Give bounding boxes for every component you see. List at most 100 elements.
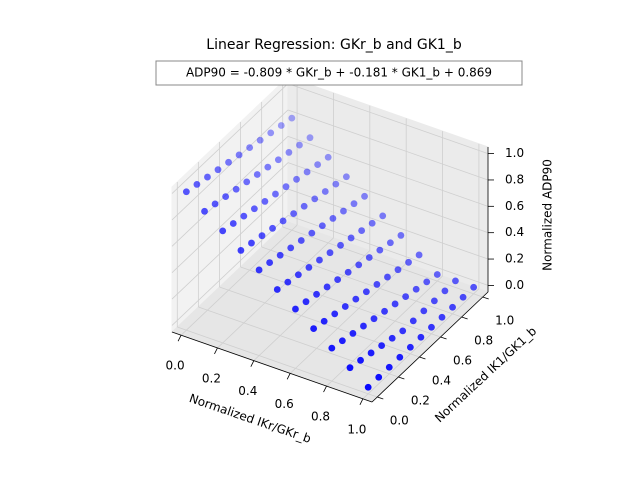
data-point [253,171,261,178]
y-tick [419,356,426,360]
y-tick-label: 0.4 [432,374,451,388]
axis-line [371,291,489,403]
data-point [256,136,264,144]
data-point [274,156,282,164]
annotation-box [155,60,523,86]
data-point [308,229,316,237]
data-point [405,258,412,266]
annotation: ADP90 = -0.809 * GKr_b + -0.181 * GK1_b … [186,66,492,80]
data-point [412,285,420,293]
y-tick-label: 0.8 [474,334,493,348]
data-point [237,247,245,254]
y-tick [377,396,384,400]
data-point [331,310,339,318]
data-point [232,185,240,193]
data-point [310,325,318,332]
data-point [311,195,319,203]
grid-line [289,263,407,374]
data-point [386,239,394,247]
data-point [321,188,329,195]
data-point [306,134,314,142]
x-tick [214,347,218,355]
data-point [360,322,367,330]
data-point [355,261,363,269]
data-point [397,232,405,239]
data-point [340,207,347,215]
z-tick-label: 0.0 [505,278,524,292]
data-point [305,264,313,271]
data-point [182,188,190,196]
data-point [337,241,344,249]
data-point [396,353,404,361]
data-point [235,151,243,159]
data-point [449,303,456,311]
data-point [332,180,340,188]
data-point [341,303,349,310]
data-point [294,271,302,279]
y-tick [482,296,489,300]
grid-line [282,226,483,298]
x-tick [177,335,182,342]
grid-line [240,266,441,338]
data-point [297,237,305,244]
data-point [365,254,373,261]
axes-3d: 0.00.20.40.60.81.00.00.20.40.60.81.00.00… [166,75,524,436]
data-point [225,158,232,166]
data-point [433,271,441,278]
grid-line [287,109,489,181]
data-point [285,149,293,156]
data-point [470,283,478,291]
data-point [358,227,366,234]
data-point [409,317,417,325]
data-point [357,356,364,364]
y-tick [398,376,405,380]
x-tick-label: 0.0 [166,359,185,373]
data-point [264,163,272,171]
data-point [428,323,435,331]
x-tick-label: 0.8 [311,410,330,424]
data-point [441,287,449,295]
data-point [402,293,410,300]
x-tick-label: 0.2 [202,371,221,385]
data-point [376,246,384,254]
data-point [250,205,258,213]
data-point [334,276,342,283]
data-point [267,129,275,137]
data-point [391,300,399,308]
data-point [373,281,381,288]
data-point [381,307,388,315]
z-tick-label: 0.8 [505,172,524,186]
grid-line [177,326,378,398]
data-point [201,207,208,215]
x-tick-label: 0.6 [275,397,294,411]
data-point [240,212,248,220]
data-point [368,219,376,227]
data-point [430,297,438,305]
data-point [388,334,396,342]
data-point [459,293,467,301]
x-tick-label: 0.4 [238,384,257,398]
y-tick-label: 0.0 [390,414,409,428]
data-point [316,256,323,264]
grid-line [171,162,289,273]
grid-line [198,306,399,378]
data-point [258,232,266,240]
data-point [399,327,407,335]
data-point [375,373,383,381]
data-point [328,344,336,352]
data-point [284,278,292,286]
data-point [273,286,281,293]
data-point [367,349,375,357]
grid-line [326,275,443,387]
x-tick [359,398,364,405]
data-point [417,333,425,341]
grid-line [287,188,489,260]
x-tick [323,385,327,393]
data-point [384,273,391,281]
data-point [323,283,331,291]
data-point [229,220,237,227]
data-point [352,295,360,303]
z-tick-label: 1.0 [505,146,524,160]
data-point [347,234,355,242]
